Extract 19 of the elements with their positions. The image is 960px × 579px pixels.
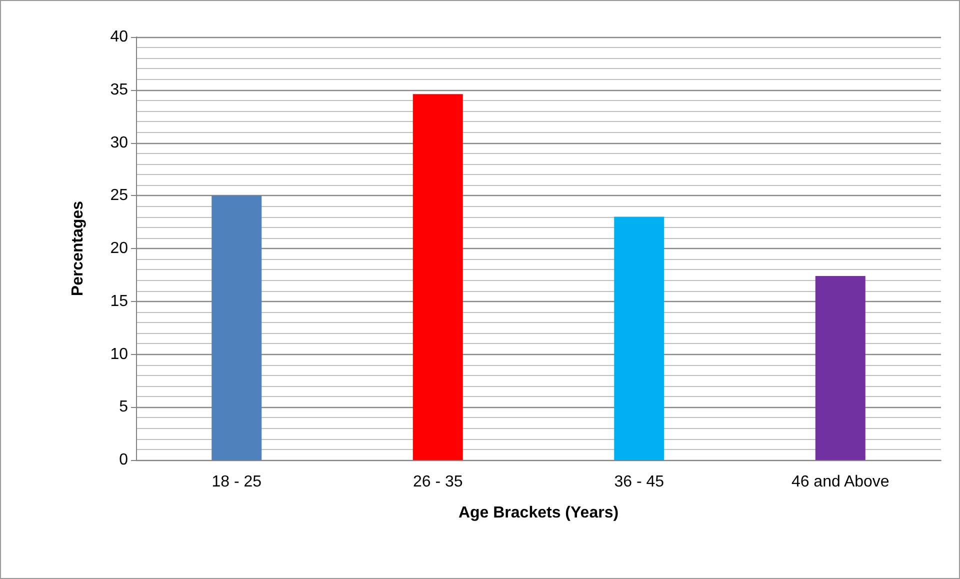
bar: [815, 276, 866, 460]
y-tick-label: 15: [110, 292, 128, 310]
bar: [212, 196, 262, 460]
y-tick-label: 0: [119, 452, 128, 468]
x-tick-label: 26 - 35: [412, 474, 463, 490]
y-tick-label: 10: [110, 346, 128, 363]
x-tick-label: 46 and Above: [791, 474, 890, 490]
y-tick-label: 30: [110, 134, 128, 152]
y-tick-label: 35: [110, 81, 128, 98]
bar: [412, 94, 463, 460]
x-axis-title: Age Brackets (Years): [458, 504, 619, 522]
bar: [614, 216, 664, 460]
y-tick-label: 25: [110, 187, 128, 204]
x-tick-label: 36 - 45: [614, 474, 664, 490]
x-tick-label: 18 - 25: [212, 474, 262, 490]
y-tick-label: 40: [110, 28, 128, 46]
y-tick-label: 20: [110, 240, 128, 257]
y-axis-title: Percentages: [70, 200, 86, 296]
y-tick-label: 5: [119, 398, 128, 416]
